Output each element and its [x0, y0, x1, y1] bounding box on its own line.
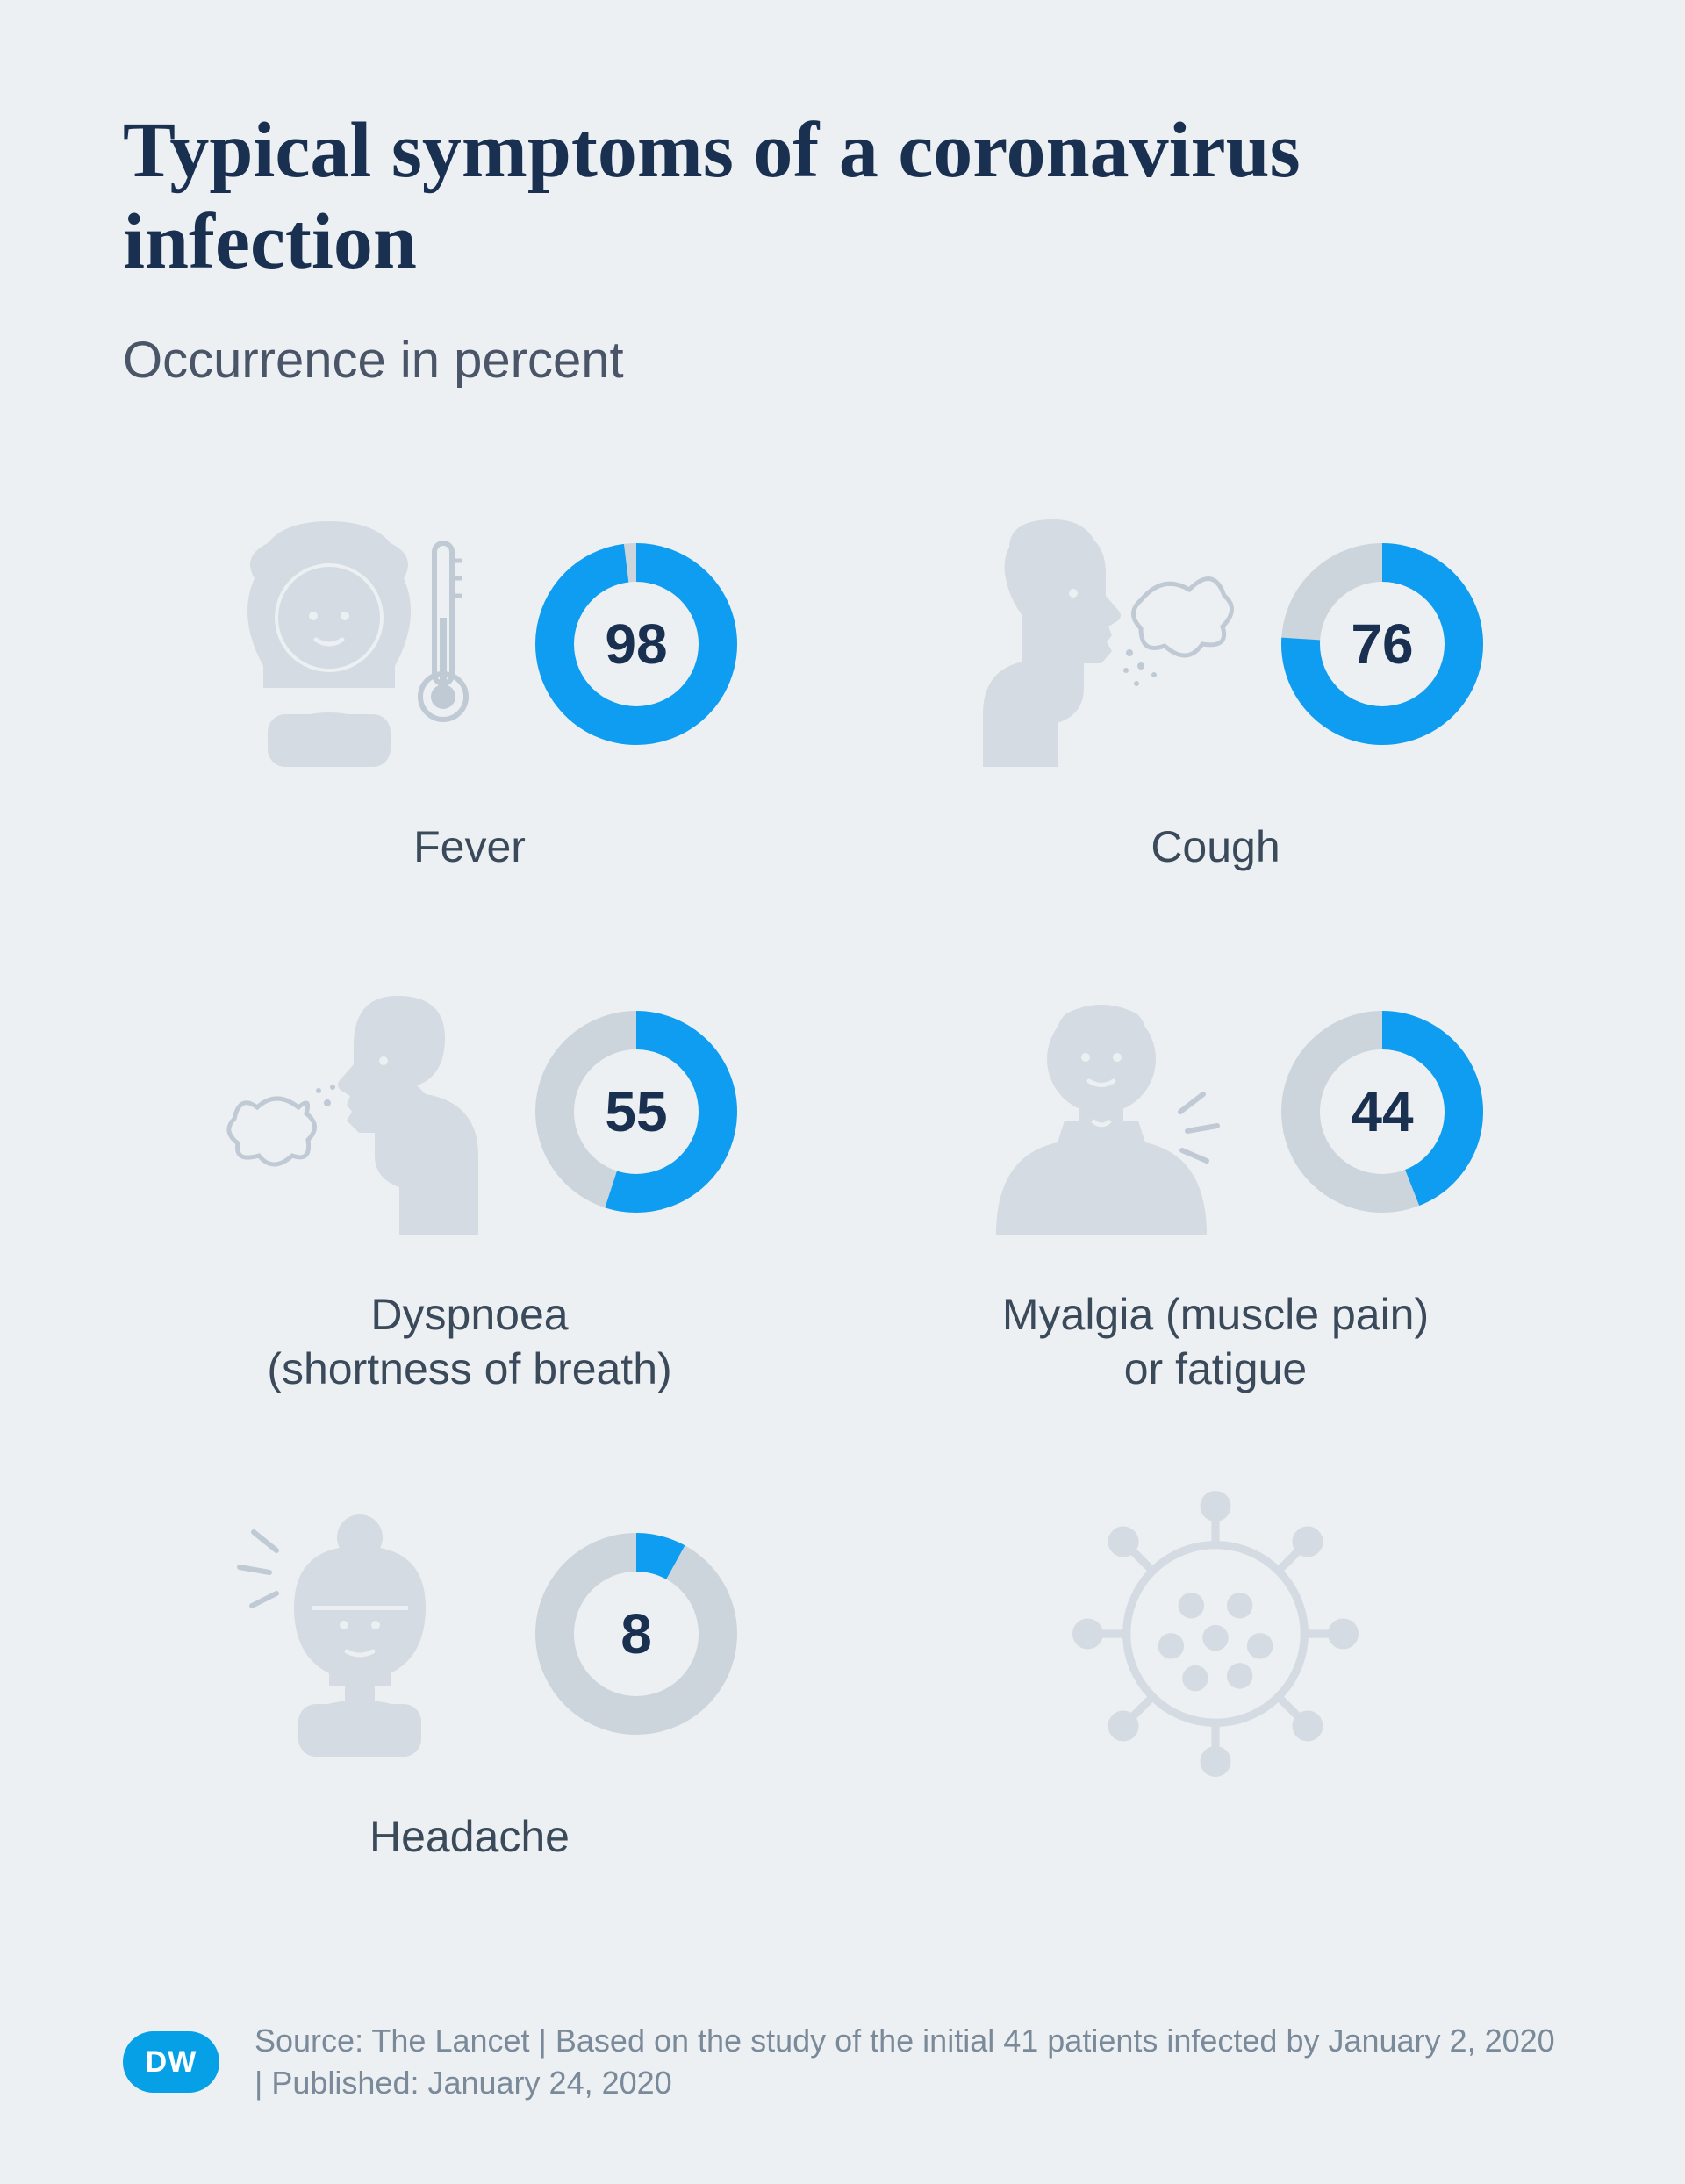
symptom-cell-top: 76: [869, 495, 1562, 793]
dyspnoea-icon: [202, 980, 509, 1243]
symptom-cell: 8 Headache: [123, 1485, 816, 1865]
fever-icon: [202, 512, 509, 776]
headache-icon: [202, 1502, 509, 1765]
donut-chart: 55: [535, 1011, 737, 1213]
donut-chart: 8: [535, 1533, 737, 1735]
donut-chart: 76: [1281, 543, 1483, 745]
dw-logo: DW: [123, 2031, 219, 2093]
symptom-cell: 44 Myalgia (muscle pain)or fatigue: [869, 963, 1562, 1397]
donut-value: 44: [1351, 1079, 1413, 1144]
symptom-label: Fever: [413, 820, 526, 875]
page-subtitle: Occurrence in percent: [123, 331, 1562, 390]
symptom-cell: 76 Cough: [869, 495, 1562, 875]
symptom-label: Headache: [369, 1809, 570, 1865]
donut-chart: 44: [1281, 1011, 1483, 1213]
virus-icon: [1062, 1476, 1369, 1792]
symptom-cell-top: 98: [123, 495, 816, 793]
symptom-cell: [869, 1485, 1562, 1865]
symptom-cell: 55 Dyspnoea(shortness of breath): [123, 963, 816, 1397]
donut-value: 98: [605, 612, 667, 677]
page-title: Typical symptoms of a coronavirus infect…: [123, 105, 1562, 287]
footer: DW Source: The Lancet | Based on the stu…: [123, 2020, 1562, 2105]
footer-text: Source: The Lancet | Based on the study …: [255, 2020, 1562, 2105]
myalgia-icon: [948, 980, 1255, 1243]
symptom-label: Dyspnoea(shortness of breath): [267, 1287, 671, 1397]
symptom-label: Cough: [1151, 820, 1280, 875]
donut-value: 55: [605, 1079, 667, 1144]
symptom-cell-top: 55: [123, 963, 816, 1261]
symptom-label: Myalgia (muscle pain)or fatigue: [1002, 1287, 1429, 1397]
symptom-cell-top: 44: [869, 963, 1562, 1261]
symptom-cell-top: [869, 1485, 1562, 1783]
donut-chart: 98: [535, 543, 737, 745]
symptom-cell: 98 Fever: [123, 495, 816, 875]
cough-icon: [948, 512, 1255, 776]
donut-value: 8: [620, 1601, 652, 1666]
donut-value: 76: [1351, 612, 1413, 677]
symptom-grid: 98 Fever 76 Cough: [123, 495, 1562, 1864]
symptom-cell-top: 8: [123, 1485, 816, 1783]
